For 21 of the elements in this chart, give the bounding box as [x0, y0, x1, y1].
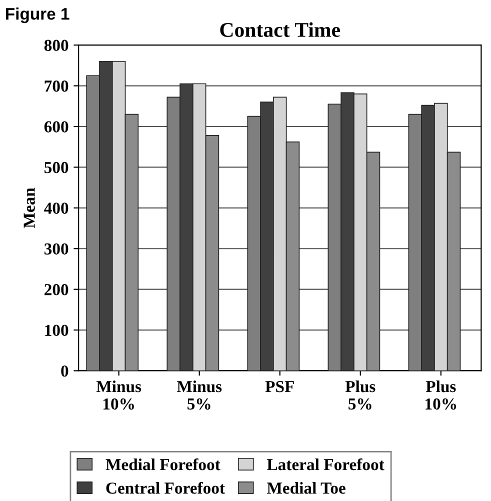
chart-title: Contact Time [220, 22, 340, 37]
legend-label: Central Forefoot [106, 482, 225, 494]
legend-label: Medial Toe [266, 482, 346, 494]
x-tick-label: Minus 10% [96, 380, 142, 410]
y-tick-label: 600 [44, 121, 68, 132]
legend-label: Medial Forefoot [106, 458, 220, 470]
y-tick-label: 300 [44, 243, 68, 255]
y-tick-label: 200 [44, 284, 68, 296]
y-axis-title: Mean [24, 188, 35, 228]
y-tick-label: 700 [44, 80, 68, 92]
y-tick-label: 400 [44, 202, 68, 214]
y-tick-label: 500 [44, 162, 68, 174]
caption: Figure 1 [6, 8, 70, 24]
x-tick-label: PSF [265, 380, 294, 392]
x-tick-label: Minus 5% [176, 380, 222, 410]
y-tick-label: 100 [45, 324, 68, 336]
x-tick-label: Plus 10% [426, 380, 456, 410]
x-tick-label: Plus 5% [345, 380, 376, 410]
y-tick-label: 800 [44, 40, 68, 52]
legend-label: Lateral Forefoot [266, 458, 384, 470]
y-tick-label: 0 [61, 365, 68, 377]
